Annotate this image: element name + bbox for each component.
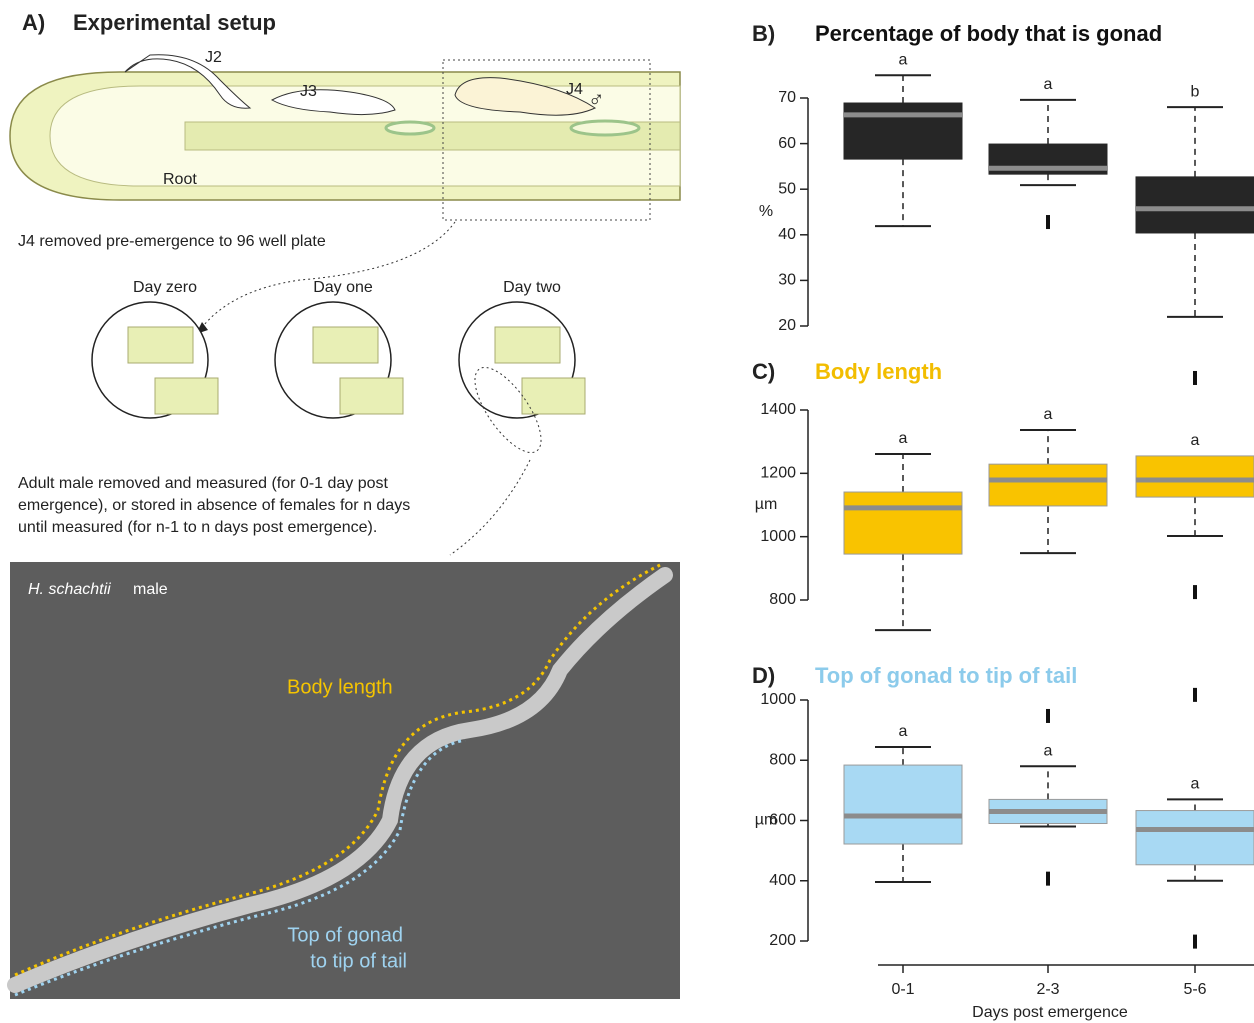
box: [1135, 810, 1254, 866]
male-symbol: ♂: [588, 86, 605, 111]
measure-note: Adult male removed and measured (for 0-1…: [18, 475, 389, 492]
significance-letter: b: [1191, 83, 1200, 100]
species-suffix: male: [133, 581, 168, 598]
y-tick-label: 1400: [760, 401, 796, 418]
stage-label: J2: [205, 49, 222, 66]
significance-letter: a: [899, 723, 908, 740]
significance-letter: a: [1044, 742, 1053, 759]
box: [843, 764, 963, 845]
chart-title: Top of gonad to tip of tail: [815, 663, 1077, 688]
box: [1135, 455, 1254, 498]
y-tick-label: 1200: [760, 465, 796, 482]
significance-letter: a: [1191, 776, 1200, 793]
box: [1135, 176, 1254, 234]
y-tick-label: 1000: [760, 691, 796, 708]
y-tick-label: 1000: [760, 528, 796, 545]
chart-title: Percentage of body that is gonad: [815, 21, 1162, 46]
y-tick-label: 600: [769, 812, 796, 829]
species-label: H. schachtii: [28, 581, 111, 598]
gonad-label: Top of gonad: [287, 924, 403, 946]
selection: [474, 366, 542, 454]
arrow: [449, 459, 531, 556]
micrograph: [10, 562, 680, 999]
measure-note: until measured (for n-1 to n days post e…: [18, 519, 377, 536]
box: [843, 102, 963, 160]
root-label: Root: [163, 171, 197, 188]
arrow: [199, 221, 456, 331]
worm: [7, 567, 673, 993]
x-tick-label: 2-3: [1036, 981, 1059, 998]
y-tick-label: 40: [778, 226, 796, 243]
y-tick-label: 200: [769, 932, 796, 949]
day-label: Day two: [503, 279, 561, 296]
chart-title: Body length: [815, 359, 942, 384]
day-label: Day one: [313, 279, 373, 296]
panel-label: A): [22, 10, 45, 35]
y-tick-label: 800: [769, 591, 796, 608]
y-tick-label: 400: [769, 872, 796, 889]
y-tick-label: 70: [778, 89, 796, 106]
y-tick-label: 20: [778, 317, 796, 334]
transfer-note: J4 removed pre-emergence to 96 well plat…: [18, 233, 326, 250]
stage-label: J4: [566, 81, 583, 98]
box: [843, 491, 963, 555]
panel-label: C): [752, 359, 775, 384]
significance-letter: a: [1044, 76, 1053, 93]
significance-letter: a: [899, 51, 908, 68]
box: [988, 463, 1108, 507]
panel-label: D): [752, 663, 775, 688]
body-length-label: Body length: [287, 676, 393, 698]
root-fragments: [127, 326, 586, 415]
body-length-trace: [14, 563, 661, 977]
y-axis-label: µm: [755, 496, 778, 513]
x-axis-label: Days post emergence: [972, 1004, 1128, 1021]
y-tick-label: 30: [778, 272, 796, 289]
gonad-trace: [14, 738, 466, 997]
gonad-label: to tip of tail: [310, 950, 407, 972]
y-tick-label: 800: [769, 751, 796, 768]
y-tick-label: 50: [778, 180, 796, 197]
x-tick-label: 5-6: [1183, 981, 1206, 998]
y-axis-label: µm: [755, 812, 778, 829]
panel-title: Experimental setup: [73, 10, 276, 35]
root-diagram: [9, 54, 681, 221]
significance-letter: a: [1191, 432, 1200, 449]
significance-letter: a: [1044, 406, 1053, 423]
significance-letter: a: [899, 430, 908, 447]
panel-label: B): [752, 21, 775, 46]
y-tick-label: 60: [778, 135, 796, 152]
day-label: Day zero: [133, 279, 197, 296]
measure-note: emergence), or stored in absence of fema…: [18, 497, 410, 514]
x-tick-label: 0-1: [891, 981, 914, 998]
y-axis-label: %: [759, 203, 773, 220]
stage-label: J3: [300, 83, 317, 100]
